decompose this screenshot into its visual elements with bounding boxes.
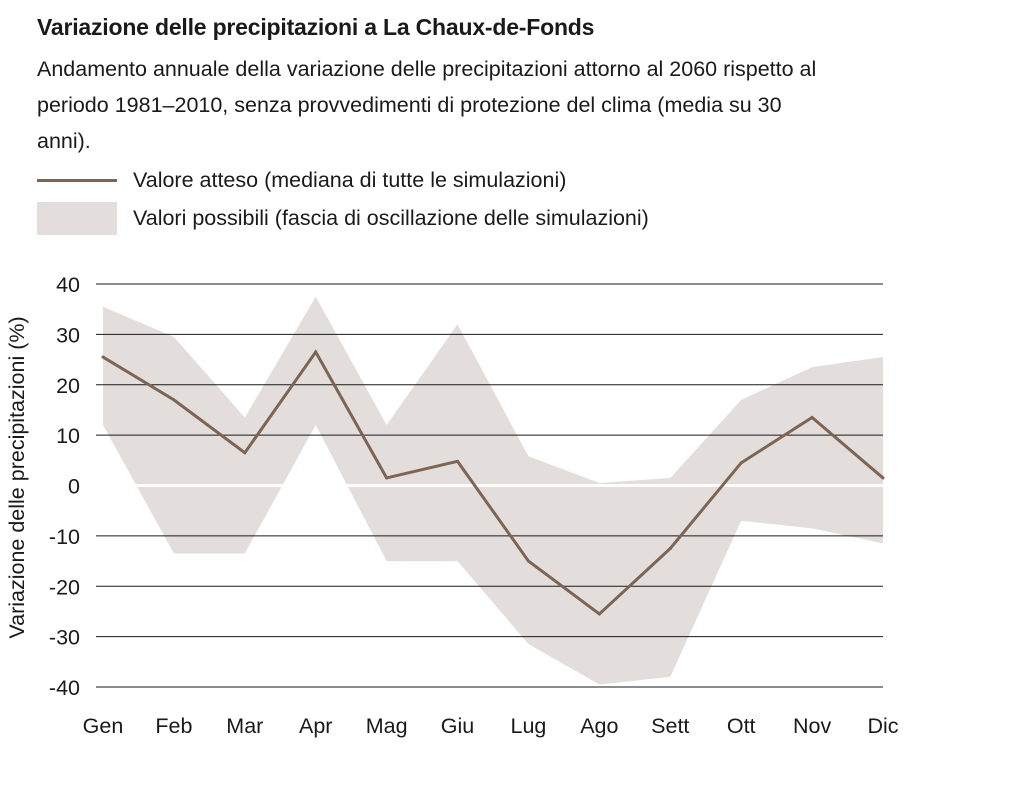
median-point — [172, 398, 176, 402]
legend-band-swatch — [37, 202, 117, 235]
x-tick-label: Lug — [511, 714, 547, 738]
x-tick-label: Sett — [651, 714, 689, 738]
median-point — [881, 476, 885, 480]
x-tick-label: Nov — [793, 714, 831, 738]
legend-band-label: Valori possibili (fascia di oscillazione… — [133, 206, 649, 230]
x-tick-label: Giu — [441, 714, 474, 738]
median-point — [739, 461, 743, 465]
x-tick-label: Mag — [366, 714, 408, 738]
median-point — [385, 476, 389, 480]
y-tick-label: 10 — [56, 424, 80, 448]
x-tick-label: Dic — [867, 714, 898, 738]
x-tick-label: Ago — [580, 714, 618, 738]
median-line — [102, 349, 884, 616]
y-tick-label: 40 — [56, 273, 80, 297]
y-tick-label: 30 — [56, 323, 80, 347]
legend-median: Valore atteso (mediana di tutte le simul… — [37, 168, 566, 193]
y-tick-label: -10 — [49, 525, 80, 549]
legend-median-label: Valore atteso (mediana di tutte le simul… — [133, 168, 567, 192]
y-tick-label: -40 — [49, 676, 80, 700]
y-axis-label: Variazione delle precipitazioni (%) — [5, 316, 29, 638]
legend-band: Valori possibili (fascia di oscillazione… — [37, 202, 649, 235]
y-tick-label: -30 — [49, 626, 80, 650]
x-tick-label: Feb — [155, 714, 192, 738]
median-point — [810, 415, 814, 419]
chart-subtitle: Andamento annuale della variazione delle… — [37, 57, 817, 153]
median-point — [597, 612, 601, 616]
x-tick-label: Ott — [727, 714, 756, 738]
x-tick-label: Apr — [299, 714, 332, 738]
median-point — [243, 451, 247, 455]
x-tick-label: Gen — [83, 714, 124, 738]
y-tick-label: -20 — [49, 575, 80, 599]
legend-median-swatch — [37, 179, 117, 182]
band-area — [103, 296, 883, 685]
median-point — [101, 355, 105, 359]
median-point — [668, 546, 672, 550]
median-point — [526, 559, 530, 563]
median-point — [314, 350, 318, 354]
y-tick-label: 0 — [68, 475, 80, 499]
x-tick-label: Mar — [226, 714, 263, 738]
median-point — [456, 459, 460, 463]
y-tick-label: 20 — [56, 374, 80, 398]
chart-title: Variazione delle precipitazioni a La Cha… — [37, 14, 595, 40]
